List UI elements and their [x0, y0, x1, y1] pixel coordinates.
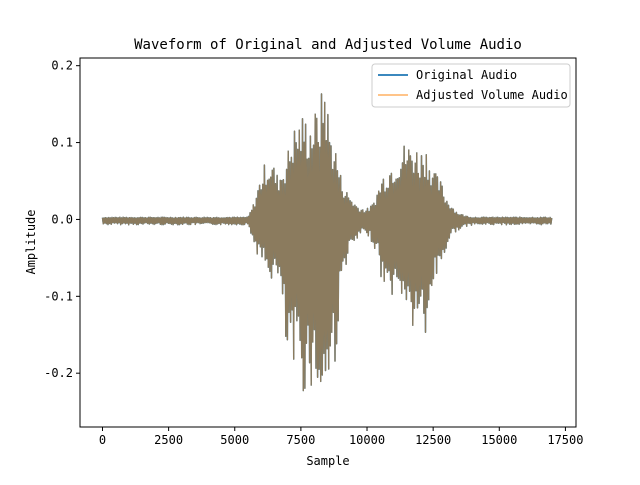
x-tick-label: 0	[99, 433, 106, 447]
y-tick-label: -0.1	[44, 289, 73, 303]
y-tick-label: 0.1	[51, 136, 73, 150]
y-axis-label: Amplitude	[24, 209, 38, 274]
y-tick-label: 0.0	[51, 212, 73, 226]
x-tick-label: 12500	[415, 433, 451, 447]
axes-frame	[79, 57, 577, 428]
x-tick-label: 5000	[220, 433, 249, 447]
x-tick-label: 15000	[481, 433, 517, 447]
chart-title: Waveform of Original and Adjusted Volume…	[134, 37, 522, 53]
series-line-adjusted	[101, 93, 553, 392]
plot-area	[101, 93, 553, 392]
x-axis-label: Sample	[306, 454, 349, 468]
y-axis-ticks: -0.2 -0.1 0.0 0.1 0.2	[44, 59, 80, 380]
x-axis-ticks: 0 2500 5000 7500 10000 12500 15000 17500	[99, 427, 583, 447]
legend-label-original: Original Audio	[416, 68, 517, 82]
legend-label-adjusted: Adjusted Volume Audio	[416, 88, 568, 102]
x-tick-label: 17500	[547, 433, 583, 447]
y-tick-label: -0.2	[44, 366, 73, 380]
x-tick-label: 7500	[286, 433, 315, 447]
x-tick-label: 10000	[349, 433, 385, 447]
legend-box	[371, 63, 571, 108]
legend: Original Audio Adjusted Volume Audio	[371, 63, 571, 108]
y-tick-label: 0.2	[51, 59, 73, 73]
x-tick-label: 2500	[154, 433, 183, 447]
